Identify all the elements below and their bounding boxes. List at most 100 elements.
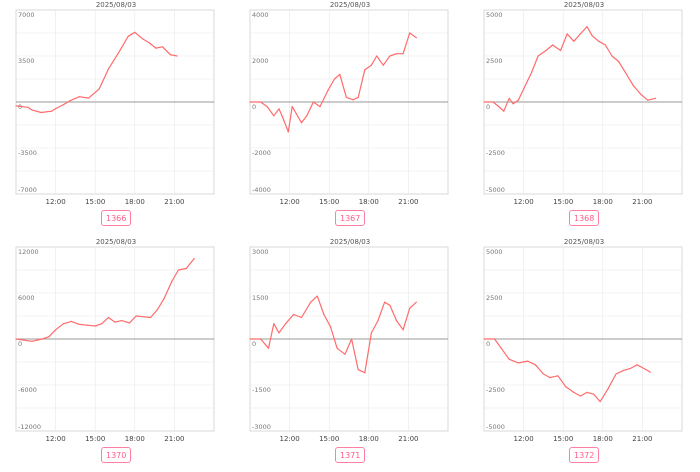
data-point <box>292 313 295 316</box>
data-point <box>118 51 120 53</box>
data-point <box>62 104 65 106</box>
data-point <box>615 373 617 375</box>
data-point <box>278 332 280 334</box>
data-point <box>517 362 519 364</box>
chart-svg: 2025/08/03 5000 2500 0 -2500 -5000 12:00 15:00 1… <box>483 1 683 206</box>
data-point <box>500 347 502 349</box>
data-point <box>579 395 581 397</box>
x-tick-label: 18:00 <box>359 435 379 443</box>
data-point <box>549 377 551 379</box>
data-point <box>249 338 251 340</box>
y-tick-label: 5000 <box>486 248 503 256</box>
chart-id-badge[interactable]: 1370 <box>101 447 132 463</box>
y-tick-label: -2500 <box>486 149 505 157</box>
data-point <box>526 360 529 362</box>
data-point <box>55 107 57 110</box>
y-tick-label: -2000 <box>252 149 271 157</box>
data-point <box>101 323 103 325</box>
data-point <box>51 110 53 112</box>
chart-id-badge[interactable]: 1372 <box>569 447 600 463</box>
chart-panel-1367: 2025/08/03 4000 2000 0 -2000 -4000 12:00 15:00 1… <box>234 0 466 235</box>
data-point <box>649 371 651 373</box>
y-tick-label: 7000 <box>18 11 35 19</box>
chart-id-badge[interactable]: 1366 <box>101 210 132 226</box>
chart-id-badge[interactable]: 1367 <box>335 210 366 226</box>
data-point <box>530 71 533 74</box>
data-point <box>534 364 537 366</box>
data-point <box>402 329 404 331</box>
chart-title: 2025/08/03 <box>564 238 604 246</box>
chart-svg: 2025/08/03 5000 2500 0 -2500 -5000 12:00 15:00 1… <box>483 238 683 443</box>
data-point <box>185 267 187 270</box>
y-tick-label: -12000 <box>18 423 41 431</box>
data-point <box>632 84 634 87</box>
y-tick-label: 2500 <box>486 57 503 65</box>
data-point <box>31 109 33 111</box>
data-point <box>623 369 625 371</box>
data-point <box>177 269 179 271</box>
data-point <box>336 347 338 349</box>
data-point <box>69 100 71 102</box>
data-point <box>163 298 165 300</box>
y-tick-label: -2500 <box>486 386 505 394</box>
data-point <box>161 46 164 48</box>
data-point <box>647 99 649 101</box>
data-point <box>345 96 347 98</box>
data-point <box>566 33 568 35</box>
data-point <box>364 69 366 71</box>
data-point <box>483 101 485 103</box>
data-point <box>611 55 613 57</box>
data-point <box>409 32 411 34</box>
chart-id-badge[interactable]: 1371 <box>335 447 366 463</box>
data-point <box>55 329 57 331</box>
y-tick-label: -3000 <box>252 423 271 431</box>
data-point <box>370 64 373 66</box>
data-point <box>636 364 638 366</box>
data-point <box>604 44 607 46</box>
data-point <box>142 38 144 40</box>
x-tick-label: 15:00 <box>319 435 339 443</box>
data-point <box>357 96 359 98</box>
chart-panel-1371: 2025/08/03 3000 1500 0 -1500 -3000 12:00 15:00 1… <box>234 237 466 472</box>
data-point <box>351 338 353 340</box>
data-point <box>300 316 303 319</box>
data-point <box>114 321 116 323</box>
data-point <box>382 64 384 66</box>
data-point <box>384 301 386 303</box>
chart-title: 2025/08/03 <box>330 238 370 246</box>
y-tick-label: 1500 <box>252 294 269 302</box>
x-tick-label: 12:00 <box>514 435 534 443</box>
x-tick-label: 15:00 <box>553 435 573 443</box>
data-point <box>415 301 417 303</box>
x-tick-label: 21:00 <box>164 198 184 206</box>
y-tick-label: 2500 <box>486 294 503 302</box>
x-tick-label: 15:00 <box>85 198 105 206</box>
x-tick-label: 18:00 <box>125 435 145 443</box>
data-point <box>273 115 275 117</box>
y-tick-label: 0 <box>486 103 490 111</box>
data-point <box>287 131 289 133</box>
data-point <box>508 358 510 360</box>
data-point <box>282 117 284 119</box>
data-point <box>86 324 88 326</box>
data-point <box>155 47 157 49</box>
data-point <box>508 97 510 99</box>
chart-id-badge[interactable]: 1368 <box>569 210 600 226</box>
data-point <box>310 301 312 303</box>
series-line <box>15 31 178 114</box>
data-point <box>629 367 632 370</box>
data-point <box>557 375 559 377</box>
y-tick-label: -5000 <box>486 186 505 194</box>
chart-svg: 2025/08/03 4000 2000 0 -2000 -4000 12:00 15:00 1… <box>249 1 449 206</box>
data-point <box>599 400 601 403</box>
y-tick-label: 0 <box>18 340 22 348</box>
data-point <box>389 304 391 306</box>
data-point <box>156 309 158 311</box>
x-tick-label: 12:00 <box>514 198 534 206</box>
data-point <box>259 338 262 340</box>
series-line <box>484 26 656 112</box>
y-tick-label: 3000 <box>252 248 269 256</box>
chart-panel-1368: 2025/08/03 5000 2500 0 -2500 -5000 12:00 15:00 1… <box>468 0 700 235</box>
data-point <box>78 323 80 326</box>
data-point <box>78 96 80 98</box>
